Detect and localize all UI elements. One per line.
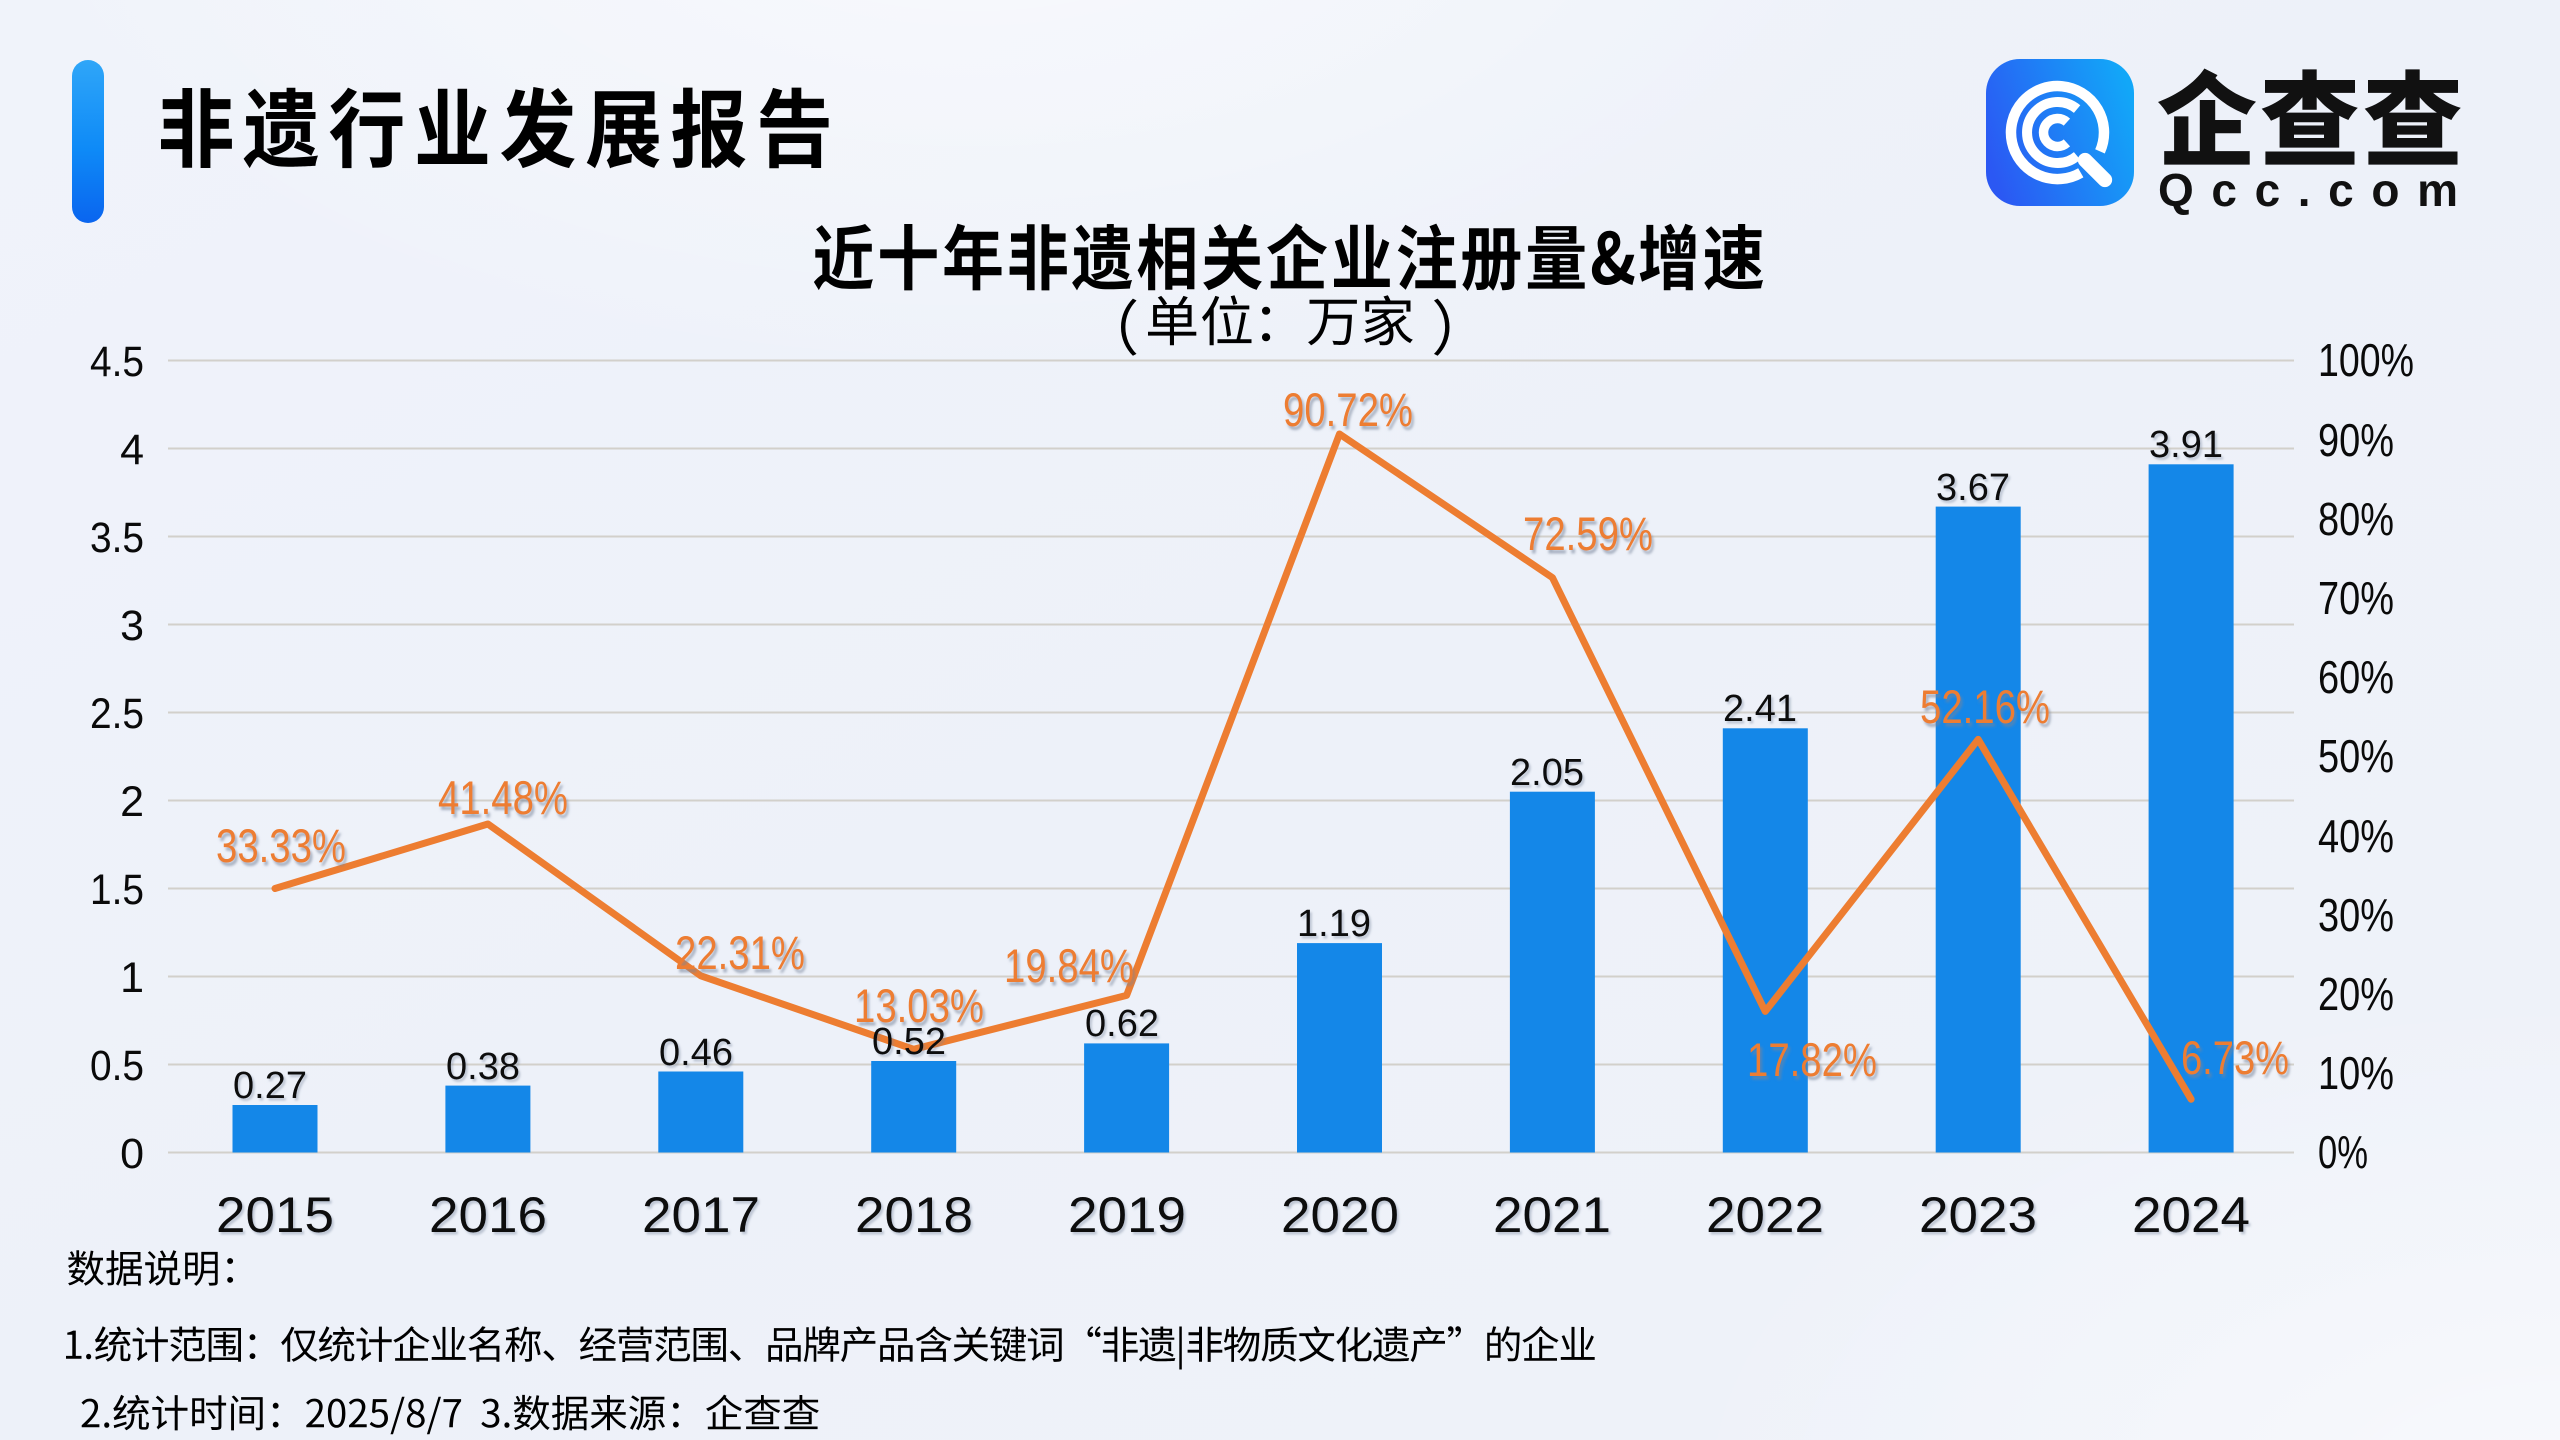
svg-text:90.72%: 90.72% bbox=[1283, 383, 1413, 436]
svg-text:1: 1 bbox=[120, 954, 144, 1002]
svg-text:0.52: 0.52 bbox=[872, 1021, 946, 1063]
svg-text:2021: 2021 bbox=[1493, 1187, 1611, 1243]
svg-text:2: 2 bbox=[120, 778, 144, 826]
svg-text:2015: 2015 bbox=[216, 1187, 334, 1243]
svg-text:0.46: 0.46 bbox=[659, 1032, 733, 1074]
svg-text:2.41: 2.41 bbox=[1723, 688, 1797, 730]
svg-text:0.62: 0.62 bbox=[1085, 1003, 1159, 1045]
svg-text:2018: 2018 bbox=[855, 1187, 973, 1243]
svg-text:3: 3 bbox=[120, 602, 144, 650]
svg-text:6.73%: 6.73% bbox=[2181, 1031, 2289, 1084]
svg-text:4: 4 bbox=[120, 426, 144, 474]
svg-text:13.03%: 13.03% bbox=[854, 979, 984, 1032]
svg-text:2.05: 2.05 bbox=[1510, 752, 1584, 794]
svg-text:4.5: 4.5 bbox=[90, 338, 144, 386]
svg-text:Qcc.com: Qcc.com bbox=[2158, 164, 2458, 216]
svg-text:30%: 30% bbox=[2318, 889, 2394, 941]
svg-text:19.84%: 19.84% bbox=[1004, 939, 1134, 992]
svg-text:2023: 2023 bbox=[1919, 1187, 2037, 1243]
svg-text:72.59%: 72.59% bbox=[1523, 507, 1653, 560]
svg-text:33.33%: 33.33% bbox=[216, 819, 346, 872]
svg-text:2020: 2020 bbox=[1281, 1187, 1399, 1243]
svg-text:2016: 2016 bbox=[429, 1187, 547, 1243]
svg-text:2019: 2019 bbox=[1068, 1187, 1186, 1243]
svg-text:2024: 2024 bbox=[2132, 1187, 2250, 1243]
svg-text:40%: 40% bbox=[2318, 810, 2394, 862]
svg-text:1.5: 1.5 bbox=[90, 866, 144, 914]
svg-text:0%: 0% bbox=[2318, 1126, 2368, 1178]
svg-text:60%: 60% bbox=[2318, 651, 2394, 703]
svg-text:20%: 20% bbox=[2318, 968, 2394, 1020]
svg-text:2.5: 2.5 bbox=[90, 690, 144, 738]
svg-text:80%: 80% bbox=[2318, 493, 2394, 545]
svg-text:100%: 100% bbox=[2318, 334, 2414, 386]
svg-text:0.38: 0.38 bbox=[446, 1046, 520, 1088]
svg-text:41.48%: 41.48% bbox=[438, 771, 568, 824]
svg-text:17.82%: 17.82% bbox=[1747, 1033, 1877, 1086]
svg-text:10%: 10% bbox=[2318, 1047, 2394, 1099]
svg-text:3.67: 3.67 bbox=[1936, 467, 2010, 509]
svg-text:52.16%: 52.16% bbox=[1920, 680, 2050, 733]
svg-text:0.5: 0.5 bbox=[90, 1042, 144, 1090]
svg-text:0: 0 bbox=[120, 1130, 144, 1178]
svg-text:90%: 90% bbox=[2318, 414, 2394, 466]
svg-text:70%: 70% bbox=[2318, 572, 2394, 624]
svg-text:0.27: 0.27 bbox=[233, 1065, 307, 1107]
svg-text:3.5: 3.5 bbox=[90, 514, 144, 562]
svg-text:2017: 2017 bbox=[642, 1187, 760, 1243]
svg-text:3.91: 3.91 bbox=[2149, 424, 2223, 466]
svg-text:2022: 2022 bbox=[1706, 1187, 1824, 1243]
svg-text:1.19: 1.19 bbox=[1297, 903, 1371, 945]
svg-text:50%: 50% bbox=[2318, 730, 2394, 782]
svg-text:22.31%: 22.31% bbox=[675, 926, 805, 979]
